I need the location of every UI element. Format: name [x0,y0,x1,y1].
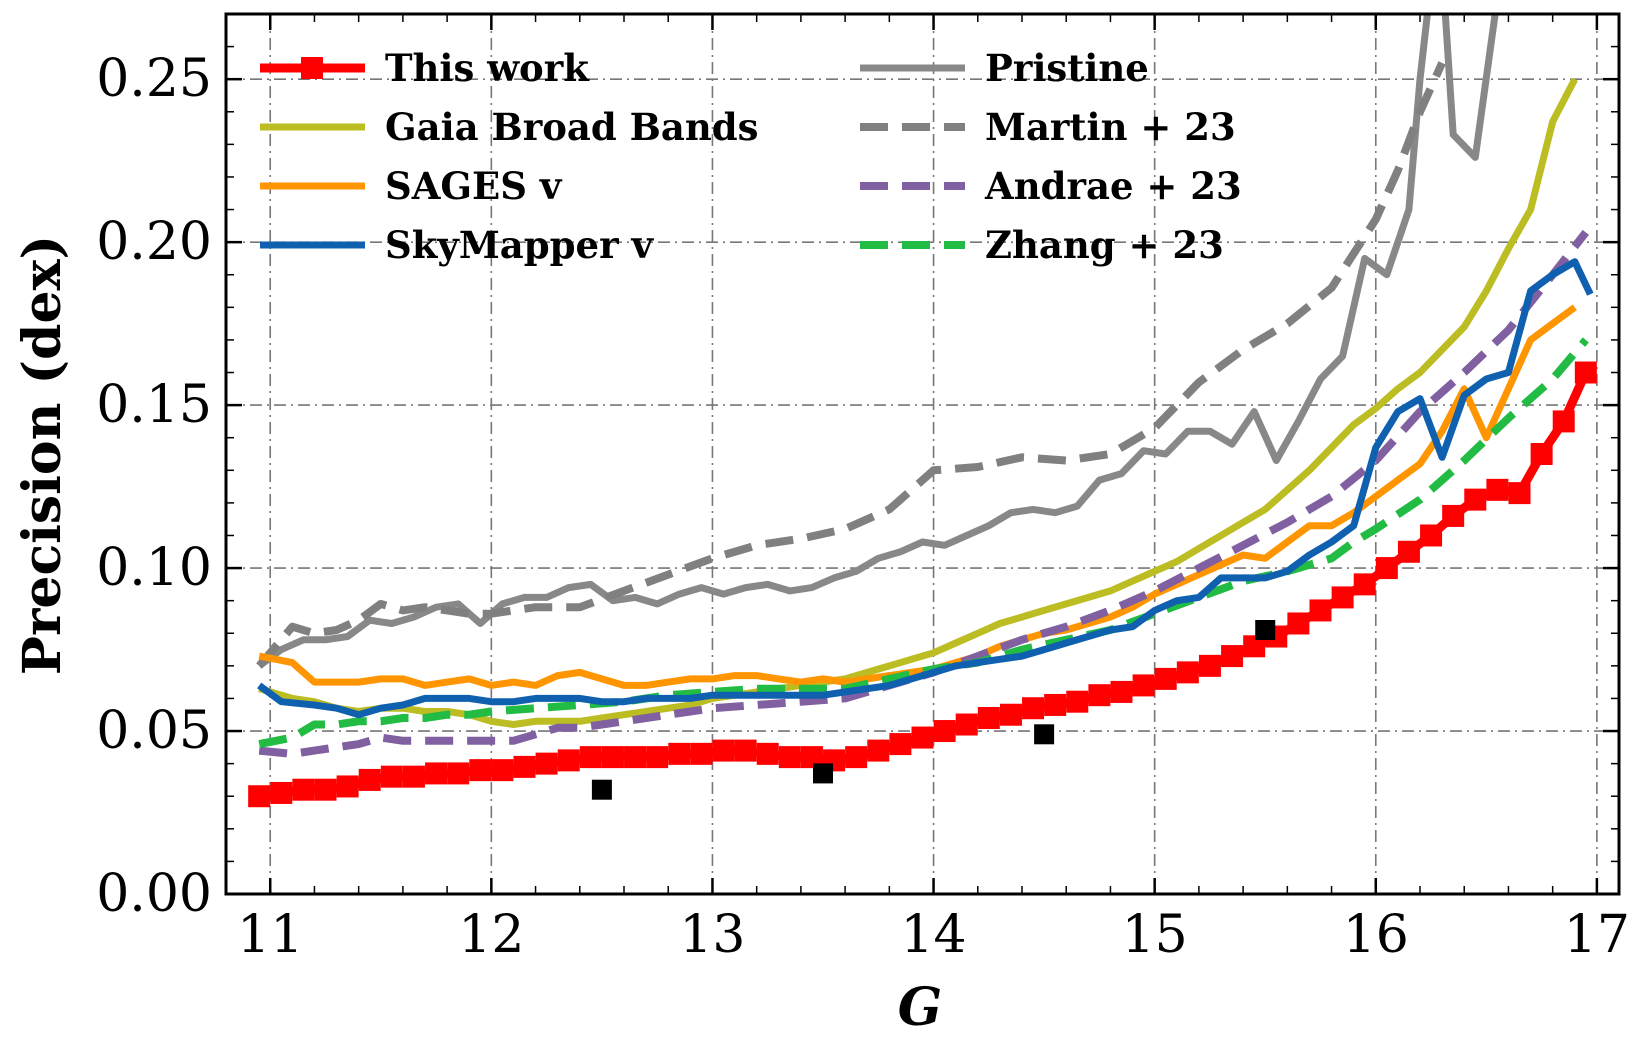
series-marker-this-work [624,746,647,769]
series-marker-this-work [270,781,293,804]
series-marker-this-work [1176,661,1199,684]
series-marker-this-work [1221,645,1244,668]
series-marker-this-work [1530,443,1553,465]
y-tick-label: 0.00 [96,864,212,924]
series-marker-this-work [955,713,978,736]
series-marker-this-work [999,703,1022,726]
y-tick-label: 0.15 [96,375,212,435]
plot-frame [224,12,1621,896]
series-marker-this-work [601,746,624,769]
series-marker-this-work [1375,557,1398,580]
x-tick-label: 16 [1343,905,1409,965]
x-axis-title: G [898,977,942,1038]
major-ticks [226,14,1619,896]
legend-label-gaia-broad-bands: Gaia Broad Bands [385,105,759,149]
series-marker-this-work [579,746,602,769]
series-marker-this-work [1353,573,1376,596]
series-marker-this-work [314,778,337,801]
series-marker-this-work [1464,488,1487,511]
legend-marker-this-work [301,57,323,79]
x-tick-label: 11 [237,905,303,965]
series-marker-this-work [778,746,801,769]
series-marker-this-work [800,746,823,769]
series-marker-this-work [469,759,492,782]
series-marker-this-work [447,762,470,785]
series-marker-this-work [1154,667,1177,690]
series-marker-this-work [1508,482,1531,505]
series-marker-this-work [1397,540,1420,563]
series-marker-this-work [1132,674,1155,697]
series-line-martin-23 [256,61,1446,669]
black-square-marker [1255,620,1276,640]
y-tick-label: 0.20 [96,212,212,272]
legend-label-sages-v: SAGES v [385,164,563,208]
legend-label-this-work: This work [385,46,590,90]
series-marker-this-work [734,739,757,762]
x-tick-label: 13 [679,905,745,965]
series-marker-this-work [845,746,868,769]
x-tick-label: 14 [900,905,966,965]
legend-label-zhang-23: Zhang + 23 [985,223,1224,267]
legend-label-skymapper-v: SkyMapper v [385,223,654,267]
series-marker-this-work [513,755,536,778]
legend-label-pristine: Pristine [985,46,1149,90]
y-tick-label: 0.10 [96,538,212,598]
series-marker-this-work [1486,478,1509,501]
y-tick-labels: 0.00 0.05 0.10 0.15 0.20 0.25 [96,49,212,924]
series-marker-this-work [402,765,425,788]
legend-label-andrae-23: Andrae + 23 [984,164,1242,208]
series-marker-this-work [380,765,403,788]
y-tick-label: 0.05 [96,701,212,761]
black-square-marker [813,763,833,784]
series-marker-this-work [248,785,271,808]
series-marker-this-work [292,778,315,801]
black-square-marker [591,779,612,800]
series-line-gaia-broad-bands [258,77,1578,728]
series-marker-this-work [977,707,1000,729]
series-marker-this-work [1198,654,1221,677]
y-tick-label: 0.25 [96,49,212,109]
series-layer [248,14,1597,808]
series-line-pristine [257,14,1499,669]
series-marker-this-work [712,739,735,762]
series-marker-this-work [425,762,448,785]
series-marker-this-work [336,775,359,798]
series-marker-this-work [1110,680,1133,703]
series-marker-this-work [1331,586,1354,609]
black-square-marker [1034,724,1055,745]
series-marker-this-work [1243,635,1266,658]
x-tick-label: 15 [1122,905,1188,965]
x-tick-label: 12 [458,905,524,965]
series-marker-this-work [1287,612,1310,635]
series-marker-this-work [1574,361,1597,384]
series-marker-this-work [1066,690,1089,713]
series-marker-this-work [756,742,779,765]
series-marker-this-work [867,739,890,762]
series-marker-this-work [491,759,514,782]
series-marker-this-work [911,726,934,749]
y-axis-title: Precision (dex) [12,235,73,675]
series-marker-this-work [1442,504,1465,527]
series-marker-this-work [690,742,713,765]
series-marker-this-work [933,720,956,743]
series-marker-this-work [646,746,669,769]
series-marker-this-work [1309,599,1332,622]
x-tick-label: 17 [1564,905,1630,965]
legend: This work Gaia Broad Bands SAGES v SkyMappe… [260,46,1242,267]
series-marker-this-work [889,733,912,756]
x-tick-labels: 11 12 13 14 15 16 17 [237,905,1630,965]
series-marker-this-work [557,749,580,772]
series-marker-this-work [1420,524,1443,547]
series-marker-this-work [1044,693,1067,716]
series-marker-this-work [1022,697,1045,720]
legend-label-martin-23: Martin + 23 [985,105,1236,149]
series-marker-this-work [358,768,381,791]
series-marker-this-work [535,752,558,775]
series-marker-this-work [1088,684,1111,707]
series-marker-this-work [668,742,691,765]
series-marker-this-work [1552,410,1575,433]
series-line-skymapper-v [257,258,1594,719]
